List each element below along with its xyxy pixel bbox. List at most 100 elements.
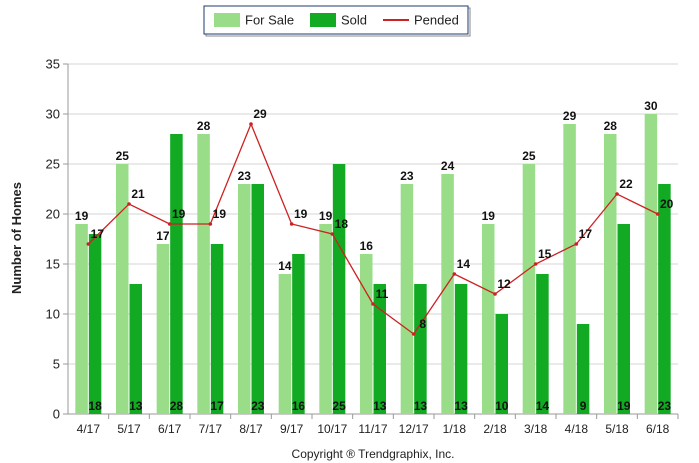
x-tick-label: 2/18: [483, 422, 507, 436]
point-pended: [493, 292, 497, 296]
x-tick-label: 7/17: [199, 422, 223, 436]
data-label-for-sale: 30: [644, 99, 658, 113]
data-label-pended: 11: [376, 287, 389, 301]
data-label-sold: 16: [292, 399, 306, 413]
bar-for-sale: [604, 134, 617, 414]
data-label-sold: 23: [658, 399, 672, 413]
bar-sold: [170, 134, 183, 414]
point-pended: [289, 222, 294, 226]
data-label-sold: 23: [251, 399, 265, 413]
data-label-pended: 19: [172, 207, 186, 221]
bar-for-sale: [197, 134, 210, 414]
y-tick-label: 35: [46, 57, 60, 72]
data-label-for-sale: 19: [319, 209, 333, 223]
legend-label: Sold: [341, 13, 367, 28]
data-labels: 1918251317282817232314161925161323132413…: [75, 99, 674, 413]
point-pended: [615, 192, 619, 196]
data-label-for-sale: 25: [522, 149, 536, 163]
data-label-for-sale: 28: [197, 119, 211, 133]
y-axis: 0 5 10 15 20 25 30 35: [46, 57, 69, 422]
y-tick-label: 5: [53, 357, 60, 372]
data-label-pended: 20: [660, 197, 674, 211]
bars: [75, 114, 671, 414]
bar-for-sale: [563, 124, 576, 414]
bar-sold: [454, 284, 468, 414]
point-pended: [330, 232, 335, 236]
point-pended: [452, 272, 457, 276]
data-label-sold: 13: [454, 399, 468, 413]
bar-sold: [210, 244, 224, 414]
data-label-for-sale: 29: [563, 109, 577, 123]
data-label-sold: 13: [373, 399, 387, 413]
point-pended: [167, 222, 172, 226]
x-tick-label: 5/18: [605, 422, 629, 436]
bar-for-sale: [156, 244, 170, 414]
data-label-pended: 22: [619, 177, 633, 191]
data-label-sold: 14: [536, 399, 550, 413]
y-tick-label: 10: [46, 307, 60, 322]
bar-sold: [332, 164, 346, 414]
data-label-for-sale: 14: [278, 259, 292, 273]
x-tick-label: 9/17: [280, 422, 304, 436]
bar-for-sale: [116, 164, 129, 414]
grid: [68, 63, 678, 415]
data-label-for-sale: 23: [400, 169, 414, 183]
data-label-for-sale: 25: [116, 149, 130, 163]
data-label-sold: 10: [495, 399, 509, 413]
bar-sold: [292, 254, 305, 414]
data-label-for-sale: 23: [238, 169, 252, 183]
bar-for-sale: [238, 184, 251, 414]
x-tick-label: 4/17: [77, 422, 101, 436]
bar-for-sale: [319, 224, 332, 414]
data-label-pended: 29: [253, 107, 267, 121]
data-label-sold: 25: [332, 399, 346, 413]
data-label-pended: 15: [538, 247, 552, 261]
x-tick-label: 10/17: [317, 422, 347, 436]
data-label-sold: 28: [170, 399, 184, 413]
data-label-sold: 9: [580, 399, 587, 413]
bar-sold: [129, 284, 142, 414]
bar-sold: [576, 324, 590, 414]
point-pended: [371, 302, 375, 306]
bar-for-sale: [482, 224, 495, 414]
data-label-for-sale: 19: [482, 209, 496, 223]
point-pended: [208, 222, 213, 226]
legend-swatch: [310, 13, 336, 27]
x-tick-label: 8/17: [239, 422, 263, 436]
data-label-sold: 13: [129, 399, 143, 413]
data-label-sold: 13: [414, 399, 428, 413]
bar-sold: [88, 234, 102, 414]
x-tick-label: 3/18: [524, 422, 548, 436]
bar-sold: [414, 284, 427, 414]
data-label-pended: 12: [497, 277, 511, 291]
legend-label: For Sale: [245, 13, 294, 28]
x-tick-label: 6/18: [646, 422, 670, 436]
point-pended: [411, 332, 416, 336]
pended-line: [86, 122, 660, 336]
legend: For Sale Sold Pended: [203, 5, 471, 37]
copyright-footer: Copyright ® Trendgraphix, Inc.: [292, 447, 455, 461]
bar-sold: [373, 284, 386, 414]
bar-sold: [536, 274, 549, 414]
point-pended: [86, 242, 91, 246]
y-tick-label: 0: [53, 407, 60, 422]
data-label-sold: 18: [88, 399, 102, 413]
data-label-pended: 8: [419, 317, 426, 331]
x-axis: 4/17 5/17 6/17 7/17 8/17 9/17 10/17 11/17 12/17 1…: [77, 414, 679, 436]
point-pended: [249, 122, 253, 126]
legend-label: Pended: [414, 13, 459, 28]
bar-for-sale: [441, 174, 454, 414]
data-label-pended: 18: [335, 217, 349, 231]
x-tick-label: 11/17: [358, 422, 387, 436]
data-label-for-sale: 19: [75, 209, 89, 223]
data-label-pended: 19: [294, 207, 308, 221]
bar-for-sale: [75, 224, 88, 414]
bar-sold: [495, 314, 508, 414]
bar-for-sale: [278, 274, 292, 414]
bar-for-sale: [522, 164, 536, 414]
x-tick-label: 4/18: [565, 422, 589, 436]
y-tick-label: 15: [46, 257, 60, 272]
data-label-sold: 17: [210, 399, 224, 413]
point-pended: [574, 242, 579, 246]
x-tick-label: 12/17: [399, 422, 429, 436]
